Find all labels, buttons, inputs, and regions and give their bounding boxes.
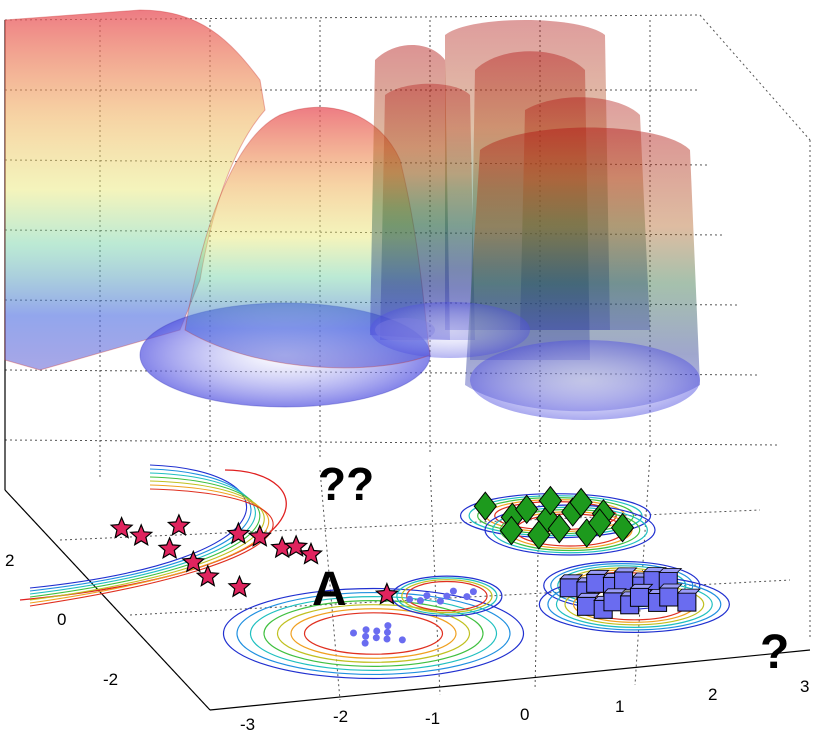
contour-star-arc xyxy=(29,464,248,589)
cube-marker xyxy=(576,596,596,616)
x-tick-label: -2 xyxy=(333,707,348,726)
contour-cluster-a xyxy=(303,612,444,655)
y-tick-label: 2 xyxy=(5,551,14,570)
diamond-marker xyxy=(515,494,539,525)
star-marker xyxy=(227,574,252,598)
diamond-marker xyxy=(547,513,571,544)
x-tick-labels: -3 -2 -1 0 1 2 3 xyxy=(240,677,809,734)
contour-star-arc xyxy=(29,472,256,595)
cube-marker-top xyxy=(576,592,601,598)
density-surface xyxy=(4,9,700,601)
dot-marker xyxy=(463,593,471,601)
cube-marker-top xyxy=(629,583,654,589)
dot-marker xyxy=(436,597,444,605)
cube-marker-top xyxy=(658,583,683,589)
contour-star-arc xyxy=(29,468,252,592)
data-markers xyxy=(109,485,701,647)
contour-cluster-b xyxy=(401,579,493,614)
diamond-marker xyxy=(473,491,497,522)
dot-marker xyxy=(406,595,414,603)
cube-marker xyxy=(677,592,697,612)
diamond-marker xyxy=(569,487,593,518)
star-marker xyxy=(109,516,134,539)
cluster-label-a: A xyxy=(312,563,347,616)
dot-marker xyxy=(383,635,391,643)
dot-marker xyxy=(398,636,406,644)
x-tick-label: 3 xyxy=(800,677,809,696)
cube-marker xyxy=(586,573,606,593)
dot-marker xyxy=(469,588,477,596)
dot-marker xyxy=(383,628,391,636)
y-tick-label: -2 xyxy=(103,670,118,689)
star-marker xyxy=(166,513,191,537)
star-marker xyxy=(157,536,182,560)
contour-star-arc xyxy=(29,488,274,607)
star-marker xyxy=(374,582,399,605)
star-marker xyxy=(247,524,272,547)
dot-marker xyxy=(423,592,431,600)
contour-cluster-a xyxy=(236,591,511,676)
contour-cluster-b xyxy=(396,577,498,615)
y-tick-label: 0 xyxy=(57,610,66,629)
x-tick-label: 1 xyxy=(615,697,624,716)
cube-marker-top xyxy=(585,569,610,575)
contour-cluster-b xyxy=(406,580,488,612)
dot-marker xyxy=(449,587,457,595)
diamond-marker xyxy=(538,485,563,516)
cube-marker xyxy=(559,578,579,598)
cube-marker xyxy=(659,587,679,607)
dot-marker xyxy=(416,597,424,605)
diamond-marker xyxy=(499,515,524,546)
star-marker xyxy=(195,564,220,587)
cube-marker-top xyxy=(676,588,701,594)
star-marker xyxy=(181,549,206,573)
unknown-pair-label: ?? xyxy=(318,458,374,510)
cube-marker-top xyxy=(559,574,584,580)
x-tick-label: 2 xyxy=(708,685,717,704)
contour-cluster-a xyxy=(290,608,457,659)
cube-marker xyxy=(603,592,623,612)
dot-marker xyxy=(443,592,451,600)
star-marker xyxy=(129,523,154,546)
star-marker xyxy=(226,521,251,545)
star-marker xyxy=(298,541,324,565)
contour-star-arc xyxy=(29,484,270,604)
dot-marker xyxy=(361,639,369,647)
cube-marker xyxy=(614,571,634,591)
dot-marker xyxy=(362,632,370,640)
contour-star-arc xyxy=(29,480,265,601)
cube-marker-top xyxy=(613,567,638,573)
contour-cluster-a xyxy=(222,587,525,680)
dot-marker xyxy=(350,629,357,637)
dot-marker xyxy=(373,627,381,635)
dot-marker xyxy=(384,622,392,630)
contour-cluster-a xyxy=(263,600,484,667)
cube-marker-top xyxy=(658,568,683,573)
x-tick-label: -3 xyxy=(240,715,255,734)
cube-marker-top xyxy=(642,567,667,572)
cube-marker-top xyxy=(602,588,627,594)
diamond-marker xyxy=(527,520,551,550)
cube-marker xyxy=(629,587,649,607)
unknown-single-label: ? xyxy=(760,626,789,679)
x-tick-label: 0 xyxy=(520,705,529,724)
contour-star-arc xyxy=(29,476,261,598)
dot-marker xyxy=(362,626,370,634)
contour-cluster-a xyxy=(249,595,498,671)
diamond-marker xyxy=(588,508,612,538)
diamond-marker xyxy=(610,512,635,543)
dot-marker xyxy=(372,634,380,642)
y-tick-labels: -2 0 2 xyxy=(5,551,118,689)
x-tick-label: -1 xyxy=(425,709,440,728)
contour-cluster-a xyxy=(276,604,471,663)
